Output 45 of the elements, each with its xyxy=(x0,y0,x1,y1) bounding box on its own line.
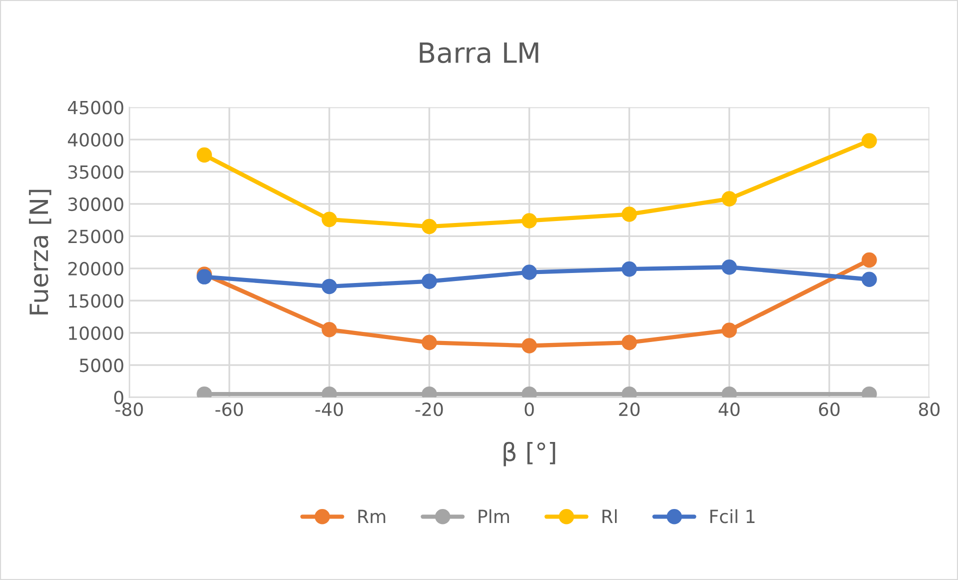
point xyxy=(722,259,737,275)
point xyxy=(322,278,337,294)
x-tick-label: -40 xyxy=(315,402,343,416)
x-tick-label: -20 xyxy=(415,402,443,416)
x-tick-label: 60 xyxy=(819,402,840,416)
point xyxy=(622,261,637,277)
y-tick-label: 30000 xyxy=(68,197,124,212)
y-tick-label: 10000 xyxy=(69,326,124,340)
point xyxy=(322,212,337,228)
y-tick-label: 35000 xyxy=(68,165,124,179)
y-tick-label: 0 xyxy=(114,390,124,404)
point xyxy=(522,338,537,354)
x-tick-label: 40 xyxy=(718,402,740,416)
x-tick-label: 20 xyxy=(619,402,640,416)
point xyxy=(862,272,877,288)
y-tick-label: 25000 xyxy=(68,230,124,244)
point xyxy=(322,322,337,338)
x-tick-label: 80 xyxy=(918,402,940,416)
y-tick-label: 45000 xyxy=(68,100,124,114)
legend-label: Rl xyxy=(602,509,617,523)
point xyxy=(422,218,437,234)
x-tick-label: -60 xyxy=(215,402,243,416)
point xyxy=(196,147,212,163)
point xyxy=(522,213,537,228)
y-tick-label: 5000 xyxy=(80,358,124,372)
x-axis-title: β [°] xyxy=(504,442,556,466)
x-tick-label: 0 xyxy=(524,402,534,416)
point xyxy=(622,206,637,222)
chart-title: Barra LM xyxy=(420,42,538,64)
point xyxy=(422,274,437,289)
legend-label: Plm xyxy=(478,509,509,523)
point xyxy=(522,264,537,280)
legend-label: Fcil 1 xyxy=(710,509,755,524)
point xyxy=(722,322,737,338)
point xyxy=(422,334,437,350)
y-tick-label: 20000 xyxy=(68,262,124,276)
point xyxy=(862,252,877,268)
point xyxy=(862,133,877,148)
y-axis-title: Fuerza [N] xyxy=(28,190,52,314)
y-tick-label: 40000 xyxy=(68,132,124,147)
y-tick-label: 15000 xyxy=(69,294,124,308)
x-tick-label: -80 xyxy=(115,402,143,416)
legend-label: Rm xyxy=(358,510,386,523)
point xyxy=(722,191,737,206)
point xyxy=(622,334,637,350)
